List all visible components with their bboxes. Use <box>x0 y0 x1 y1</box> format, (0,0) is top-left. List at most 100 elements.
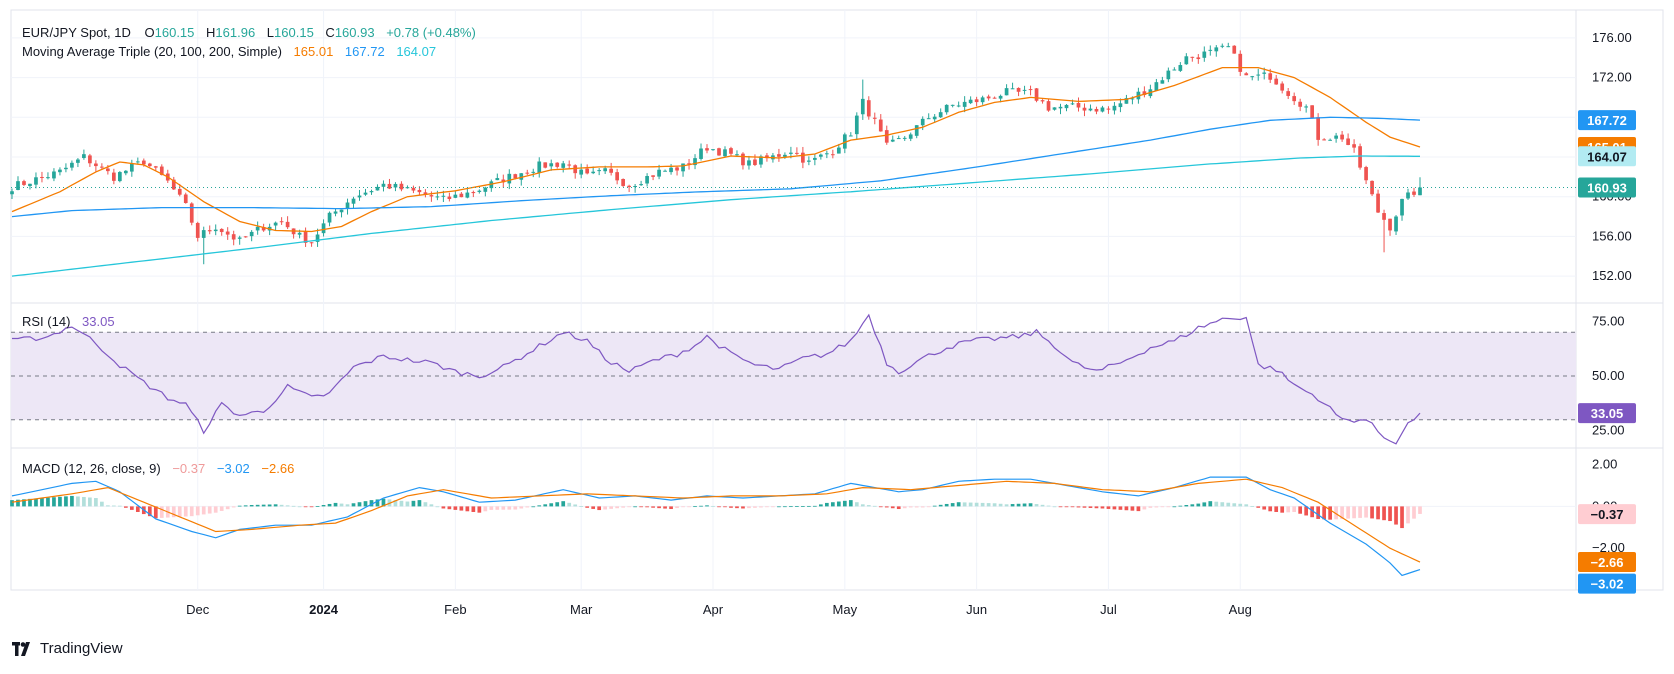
candle-body <box>579 169 584 175</box>
candle-body <box>986 96 991 99</box>
candle-body <box>854 115 859 135</box>
candle <box>1352 139 1356 153</box>
candle <box>950 104 955 108</box>
macd-tick-label: 2.00 <box>1592 457 1617 472</box>
macd-histogram-bar <box>58 496 62 507</box>
macd-histogram-bar <box>579 506 584 507</box>
macd-histogram-bar <box>249 505 254 507</box>
macd-histogram-bar <box>381 498 386 507</box>
macd-histogram-bar <box>956 502 961 507</box>
macd-histogram-bar <box>519 506 524 509</box>
candle-body <box>249 231 254 237</box>
badge-signal-text: −2.66 <box>1591 555 1624 570</box>
candle-body <box>483 187 488 192</box>
candle-body <box>1304 106 1309 108</box>
candle-body <box>106 168 110 172</box>
candle-body <box>1262 72 1267 74</box>
macd-histogram-bar <box>777 506 781 508</box>
candle-body <box>962 101 967 107</box>
macd-histogram-bar <box>1118 506 1123 510</box>
macd-histogram-bar <box>1268 506 1273 512</box>
tradingview-brand[interactable]: TradingView <box>12 640 123 657</box>
candle <box>393 182 398 192</box>
candle-body <box>507 173 512 184</box>
candle <box>183 192 188 204</box>
axis-value-badges: 167.72165.01164.07160.9333.05−0.37−2.66−… <box>1578 110 1636 594</box>
macd-histogram-bar <box>1244 504 1249 507</box>
candle-body <box>609 168 613 173</box>
macd-histogram-bar <box>1094 506 1099 509</box>
legend-ma-label: Moving Average Triple (20, 100, 200, Sim… <box>22 44 282 59</box>
macd-histogram-bar <box>1298 506 1303 514</box>
candle-body <box>1346 138 1350 145</box>
candle <box>651 175 655 181</box>
candle-body <box>1178 65 1183 71</box>
candle-body <box>1244 73 1249 76</box>
candle <box>1256 68 1261 81</box>
candle <box>980 95 985 105</box>
time-axis: Dec 2024 Feb Mar Apr May Jun Jul Aug <box>186 602 1252 617</box>
candle-body <box>112 172 116 181</box>
macd-histogram-bar <box>1064 506 1069 508</box>
macd-histogram-bar <box>357 502 362 507</box>
candle-body <box>1184 56 1189 65</box>
candle-body <box>621 178 625 186</box>
macd-histogram-bar <box>429 504 434 507</box>
macd-histogram-bar <box>860 504 865 507</box>
candle <box>309 241 314 247</box>
candle-body <box>153 166 158 168</box>
macd-histogram-bar <box>543 504 548 507</box>
badge-last-price-bg <box>1578 177 1636 198</box>
macd-histogram-bar <box>46 497 50 507</box>
tradingview-logo-icon <box>12 641 30 656</box>
candle <box>561 160 566 173</box>
candle <box>1406 188 1410 200</box>
candle <box>890 135 895 143</box>
rsi-band <box>11 331 1576 421</box>
candle-body <box>261 227 266 231</box>
candle <box>753 154 757 167</box>
candle <box>255 221 260 235</box>
candle <box>100 163 104 169</box>
candle-body <box>88 155 92 164</box>
candle <box>1022 85 1027 95</box>
candle-body <box>28 183 32 187</box>
candle-body <box>555 162 560 167</box>
macd-histogram-bar <box>106 505 110 507</box>
macd-histogram-bar <box>717 506 721 508</box>
candle-body <box>1400 198 1404 216</box>
candle-body <box>1220 45 1225 47</box>
macd-histogram-bar <box>884 506 889 508</box>
candle-body <box>52 171 56 179</box>
macd-histogram-bar <box>273 504 278 507</box>
legend-row-rsi: RSI (14) 33.05 <box>22 314 115 329</box>
macd-histogram-bar <box>555 502 560 507</box>
candle-body <box>219 228 224 233</box>
macd-histogram-bar <box>231 506 236 508</box>
candle-body <box>956 105 961 107</box>
candle-body <box>950 104 955 106</box>
candle-body <box>1232 45 1237 54</box>
macd-histogram-bar <box>1340 506 1344 519</box>
macd-histogram-bar <box>980 502 985 507</box>
candle-body <box>1070 103 1075 105</box>
macd-histogram-bar <box>100 501 104 507</box>
macd-histogram-bar <box>735 506 739 509</box>
moving-average-lines <box>11 66 1421 277</box>
macd-histogram-bar <box>153 506 158 519</box>
candle <box>153 165 158 171</box>
candle-body <box>926 118 931 120</box>
candle-body <box>783 154 787 157</box>
candle-body <box>663 170 667 172</box>
macd-histogram-bar <box>1178 505 1183 507</box>
macd-histogram-bar <box>34 498 38 507</box>
candle-body <box>189 203 194 223</box>
macd-histogram-bar <box>1100 506 1105 509</box>
candle <box>171 176 176 190</box>
candle <box>902 136 907 141</box>
candle-body <box>824 153 829 155</box>
candle <box>273 221 278 231</box>
candle <box>555 162 560 169</box>
candle <box>699 143 703 161</box>
